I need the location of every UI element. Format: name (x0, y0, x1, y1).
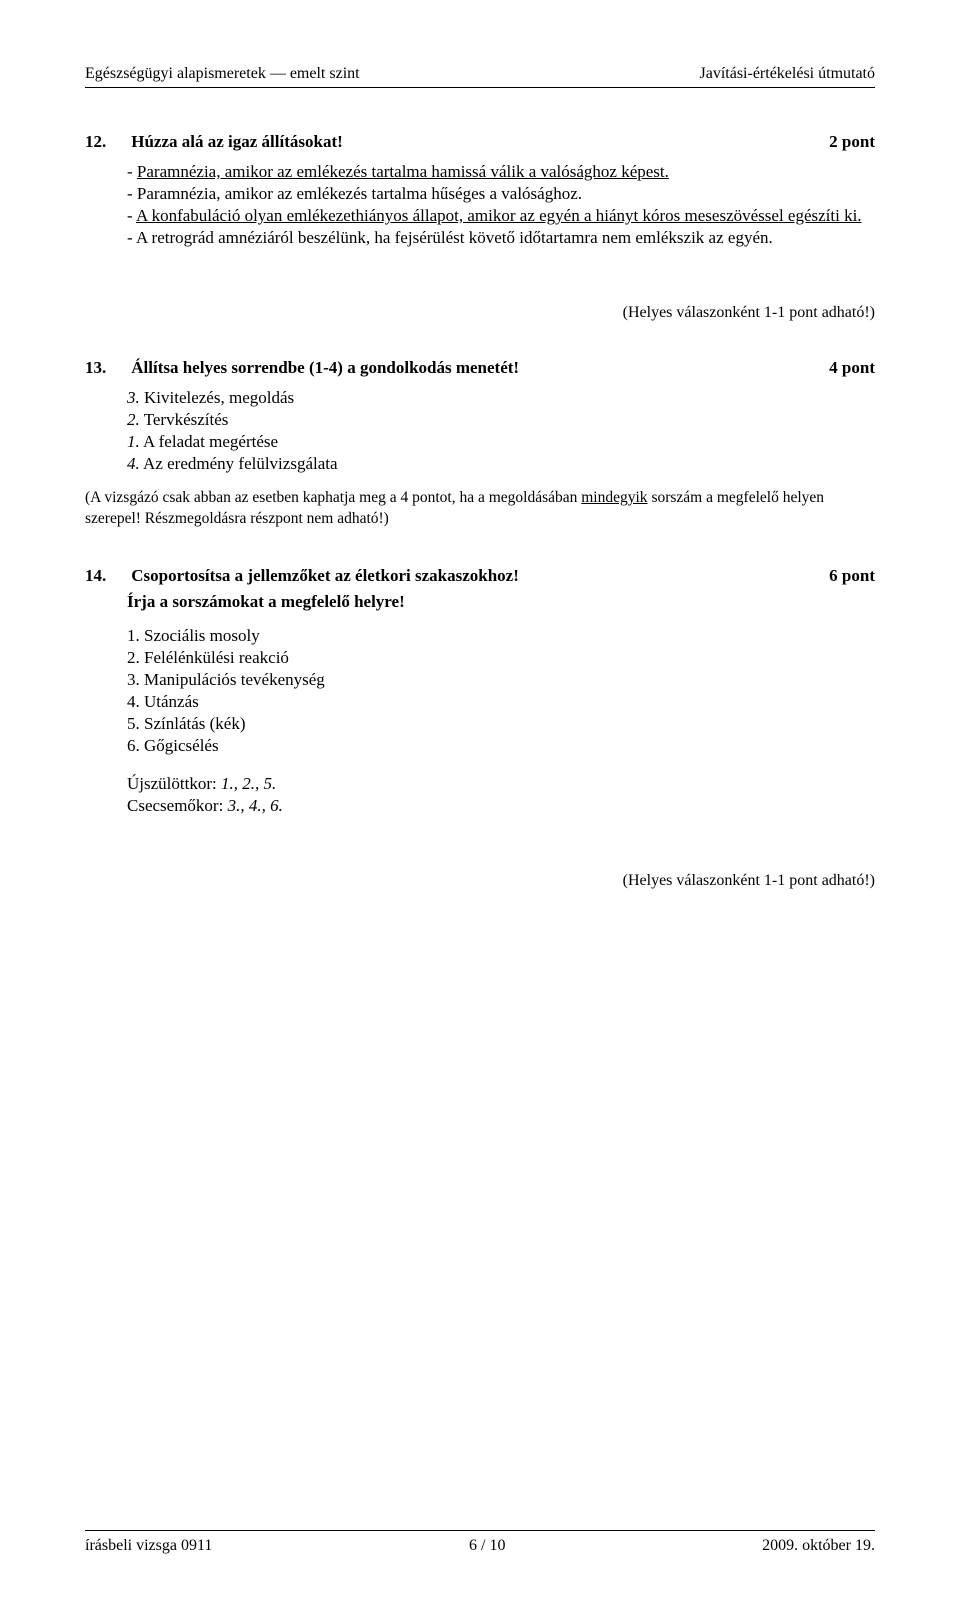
q13-number: 13. (85, 358, 127, 378)
q14-item-3: 3. Manipulációs tevékenység (127, 670, 875, 690)
q13-points: 4 pont (829, 358, 875, 378)
q14-items: 1. Szociális mosoly 2. Felélénkülési rea… (127, 626, 875, 756)
q13-note-a: (A vizsgázó csak abban az esetben kaphat… (85, 489, 581, 506)
q12-s3-dash: - (127, 206, 136, 225)
q14-scoring-note: (Helyes válaszonként 1-1 pont adható!) (85, 872, 875, 890)
q14-groups: Újszülöttkor: 1., 2., 5. Csecsemőkor: 3.… (127, 774, 875, 816)
footer-left: írásbeli vizsga 0911 (85, 1537, 212, 1555)
q14-title: 14. Csoportosítsa a jellemzőket az életk… (85, 566, 519, 586)
q13-item-4: 4. Az eredmény felülvizsgálata (127, 454, 875, 474)
page-header: Egészségügyi alapismeretek — emelt szint… (85, 65, 875, 83)
q12-title-text: Húzza alá az igaz állításokat! (131, 132, 343, 151)
q13-i4-num: 4. (127, 454, 140, 473)
footer-center: 6 / 10 (469, 1537, 505, 1555)
q14-item-1: 1. Szociális mosoly (127, 626, 875, 646)
q12-title-row: 12. Húzza alá az igaz állításokat! 2 pon… (85, 132, 875, 152)
q12-stmt-4: - A retrográd amnéziáról beszélünk, ha f… (127, 228, 875, 248)
q14-title-row: 14. Csoportosítsa a jellemzőket az életk… (85, 566, 875, 586)
question-14: 14. Csoportosítsa a jellemzőket az életk… (85, 566, 875, 890)
q14-g1-values: 1., 2., 5. (221, 774, 276, 793)
q12-statements: - Paramnézia, amikor az emlékezés tartal… (127, 162, 875, 248)
q14-item-2: 2. Felélénkülési reakció (127, 648, 875, 668)
q12-number: 12. (85, 132, 127, 152)
q13-i3-num: 1. (127, 432, 140, 451)
q13-i1-text: Kivitelezés, megoldás (140, 388, 294, 407)
q13-note-b: mindegyik (581, 489, 647, 506)
q12-title: 12. Húzza alá az igaz állításokat! (85, 132, 343, 152)
q13-i1-num: 3. (127, 388, 140, 407)
q14-group-2: Csecsemőkor: 3., 4., 6. (127, 796, 875, 816)
question-13: 13. Állítsa helyes sorrendbe (1-4) a gon… (85, 358, 875, 530)
q12-stmt-2: - Paramnézia, amikor az emlékezés tartal… (127, 184, 875, 204)
q13-note: (A vizsgázó csak abban az esetben kaphat… (85, 488, 875, 530)
footer-right: 2009. október 19. (762, 1537, 875, 1555)
q13-i3-text: A feladat megértése (140, 432, 278, 451)
q13-title-row: 13. Állítsa helyes sorrendbe (1-4) a gon… (85, 358, 875, 378)
q13-i2-num: 2. (127, 410, 140, 429)
q13-i4-text: Az eredmény felülvizsgálata (140, 454, 338, 473)
q12-s1-underlined: Paramnézia, amikor az emlékezés tartalma… (137, 162, 669, 181)
q13-item-2: 2. Tervkészítés (127, 410, 875, 430)
q14-title-text: Csoportosítsa a jellemzőket az életkori … (131, 566, 519, 585)
q12-s1-dash: - (127, 162, 137, 181)
q14-number: 14. (85, 566, 127, 586)
question-12: 12. Húzza alá az igaz állításokat! 2 pon… (85, 132, 875, 322)
q14-subtitle: Írja a sorszámokat a megfelelő helyre! (127, 592, 875, 612)
q14-g2-values: 3., 4., 6. (228, 796, 283, 815)
q12-scoring-note: (Helyes válaszonként 1-1 pont adható!) (85, 304, 875, 322)
q13-item-1: 3. Kivitelezés, megoldás (127, 388, 875, 408)
q12-s3-underlined: A konfabuláció olyan emlékezethiányos ál… (136, 206, 862, 225)
q13-item-3: 1. A feladat megértése (127, 432, 875, 452)
q14-g2-label: Csecsemőkor: (127, 796, 228, 815)
q14-item-6: 6. Gőgicsélés (127, 736, 875, 756)
q13-title-text: Állítsa helyes sorrendbe (1-4) a gondolk… (131, 358, 519, 377)
header-right: Javítási-értékelési útmutató (700, 65, 876, 83)
q13-title: 13. Állítsa helyes sorrendbe (1-4) a gon… (85, 358, 519, 378)
q12-points: 2 pont (829, 132, 875, 152)
header-left: Egészségügyi alapismeretek — emelt szint (85, 65, 360, 83)
q14-group-1: Újszülöttkor: 1., 2., 5. (127, 774, 875, 794)
page-footer: írásbeli vizsga 0911 6 / 10 2009. októbe… (85, 1530, 875, 1555)
q14-item-5: 5. Színlátás (kék) (127, 714, 875, 734)
q14-g1-label: Újszülöttkor: (127, 774, 221, 793)
q12-stmt-1: - Paramnézia, amikor az emlékezés tartal… (127, 162, 875, 182)
q13-i2-text: Tervkészítés (140, 410, 229, 429)
q13-items: 3. Kivitelezés, megoldás 2. Tervkészítés… (127, 388, 875, 474)
footer-row: írásbeli vizsga 0911 6 / 10 2009. októbe… (85, 1537, 875, 1555)
q14-item-4: 4. Utánzás (127, 692, 875, 712)
q14-points: 6 pont (829, 566, 875, 586)
header-divider (85, 87, 875, 88)
q12-stmt-3: - A konfabuláció olyan emlékezethiányos … (127, 206, 875, 226)
footer-divider (85, 1530, 875, 1531)
